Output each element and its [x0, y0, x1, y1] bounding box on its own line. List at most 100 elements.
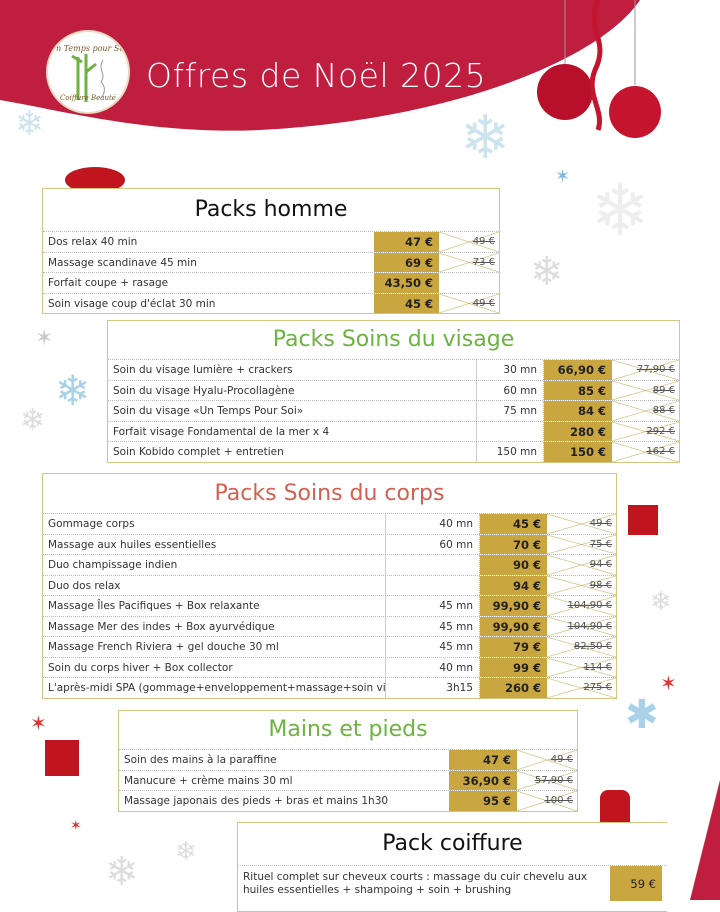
offer-price: 260 €	[480, 678, 547, 698]
service-description: Rituel complet sur cheveux courts : mass…	[243, 871, 588, 896]
section-title: Mains et pieds	[268, 717, 428, 742]
service-description: Massage French Riviera + gel douche 30 m…	[43, 637, 386, 657]
original-price-crossed: 49 €	[547, 514, 616, 534]
pack-coiffure-section: Pack coiffure Rituel complet sur cheveux …	[237, 822, 667, 912]
logo-subtext: Coiffure Beauté	[60, 94, 116, 102]
price-row: Massage Mer des indes + Box ayurvédique 4…	[43, 615, 616, 636]
mains-et-pieds-section: Mains et pieds Soin des mains à la paraff…	[118, 710, 578, 812]
svg-text:❄: ❄	[15, 104, 44, 144]
service-description: Forfait visage Fondamental de la mer x 4	[108, 421, 477, 441]
price-row: Rituel complet sur cheveux courts : mass…	[238, 865, 667, 901]
service-description: Soin des mains à la paraffine	[124, 754, 277, 766]
red-header-shape	[0, 0, 640, 131]
price-row: Soin visage coup d'éclat 30 min 45 €49 €	[43, 292, 499, 313]
offer-price: 95 €	[449, 791, 517, 811]
duration: 60 mn	[477, 380, 544, 400]
svg-text:❄: ❄	[55, 366, 90, 415]
offer-price: 47 €	[374, 232, 439, 252]
svg-text:❄: ❄	[650, 587, 672, 617]
duration: 45 mn	[386, 596, 480, 616]
snowflake-icon: ❄ ❄ ❄ ❄ ❄ ❄ ✱ ❄ ❄ ❄	[15, 103, 672, 895]
original-price-crossed: 49 €	[439, 293, 499, 313]
original-price-crossed: 49 €	[439, 232, 499, 252]
star-icon: ✶ ✶ ✶ ✶ ✶	[30, 166, 677, 834]
price-row: Soin Kobido complet + entretien 150 mn 150…	[108, 441, 679, 462]
offer-price: 99,90 €	[480, 596, 547, 616]
offer-price: 43,50 €	[374, 273, 439, 293]
price-row: Massage japonais des pieds + bras et mai…	[119, 790, 577, 811]
price-row: Massage aux huiles essentielles 60 mn 70 €…	[43, 533, 616, 554]
offer-price: 70 €	[480, 534, 547, 554]
svg-text:❄: ❄	[175, 837, 197, 867]
page-title: Offres de Noël 2025	[146, 56, 487, 95]
packs-homme-section: Packs homme Dos relax 40 min 47 €49 € Massa…	[42, 188, 500, 314]
original-price-crossed: 98 €	[547, 575, 616, 595]
duration	[386, 575, 480, 595]
offer-price: 280 €	[544, 421, 612, 441]
original-price-crossed: 89 €	[612, 380, 679, 400]
price-row: Dos relax 40 min 47 €49 €	[43, 231, 499, 252]
packs-soins-visage-section: Packs Soins du visage Soin du visage lumi…	[107, 320, 680, 463]
service-description: Manucure + crème mains 30 ml	[124, 774, 293, 787]
price-row: Duo champissage indien 90 €94 €	[43, 554, 616, 575]
section-title: Packs Soins du visage	[272, 327, 515, 352]
svg-text:✶: ✶	[30, 711, 47, 735]
duration: 30 mn	[477, 360, 544, 380]
service-description: Massage japonais des pieds + bras et mai…	[124, 795, 389, 807]
offer-price: 45 €	[374, 293, 439, 313]
logo-text: Un Temps pour Soi	[49, 44, 127, 53]
price-row: Massage Îles Pacifiques + Box relaxante 4…	[43, 595, 616, 616]
svg-text:✶: ✶	[660, 671, 677, 695]
price-row: Duo dos relax 94 €98 €	[43, 574, 616, 595]
offer-price: 79 €	[480, 637, 547, 657]
duration	[386, 555, 480, 575]
duration: 40 mn	[386, 657, 480, 677]
price-row: Soin du visage lumière + crackers 30 mn 66…	[108, 359, 679, 380]
bamboo-icon	[71, 54, 105, 102]
offer-price: 84 €	[544, 401, 612, 421]
service-description: Massage Îles Pacifiques + Box relaxante	[43, 596, 386, 616]
offer-price: 94 €	[480, 575, 547, 595]
ornament-icon	[537, 0, 661, 138]
price-row: Soin du corps hiver + Box collector 40 mn…	[43, 656, 616, 677]
service-description: Soin du corps hiver + Box collector	[43, 657, 386, 677]
svg-text:❄: ❄	[460, 103, 510, 173]
service-description: L'après-midi SPA (gommage+enveloppement+…	[43, 678, 386, 698]
price-row: Gommage corps 40 mn 45 €49 €	[43, 513, 616, 534]
service-description: Massage scandinave 45 min	[48, 256, 197, 269]
offer-price: 45 €	[480, 514, 547, 534]
price-row: Manucure + crème mains 30 ml 36,90 €57,90…	[119, 769, 577, 790]
service-description: Duo champissage indien	[43, 555, 386, 575]
price-row: Soin du visage Hyalu-Procollagène 60 mn 85…	[108, 379, 679, 400]
original-price-crossed: 57,90 €	[517, 770, 577, 790]
price-row: Forfait visage Fondamental de la mer x 4…	[108, 420, 679, 441]
duration: 3h15	[386, 678, 480, 698]
svg-text:❄: ❄	[590, 168, 650, 252]
svg-text:✶: ✶	[70, 818, 82, 834]
duration	[477, 421, 544, 441]
original-price-crossed: 49 €	[517, 750, 577, 770]
red-corner-shape	[690, 780, 720, 900]
original-price-crossed: 94 €	[547, 555, 616, 575]
original-price-crossed: 73 €	[439, 252, 499, 272]
original-price-crossed: 104,90 €	[547, 596, 616, 616]
price-row: Forfait coupe + rasage 43,50 €	[43, 272, 499, 293]
offer-price: 69 €	[374, 252, 439, 272]
service-description: Forfait coupe + rasage	[48, 277, 169, 289]
service-description: Soin visage coup d'éclat 30 min	[48, 297, 216, 310]
original-price-crossed: 275 €	[547, 678, 616, 698]
price-row: L'après-midi SPA (gommage+enveloppement+…	[43, 677, 616, 698]
svg-text:❄: ❄	[105, 849, 139, 895]
salon-logo: Un Temps pour Soi Coiffure Beauté	[46, 30, 130, 114]
offer-price: 150 €	[544, 442, 612, 462]
original-price-crossed: 82,50 €	[547, 637, 616, 657]
duration: 40 mn	[386, 514, 480, 534]
packs-soins-corps-section: Packs Soins du corps Gommage corps 40 mn 45…	[42, 473, 617, 699]
original-price-crossed	[439, 273, 499, 293]
price-row: Soin du visage «Un Temps Pour Soi» 75 mn 8…	[108, 400, 679, 421]
svg-text:✶: ✶	[555, 166, 570, 187]
svg-text:✱: ✱	[625, 692, 659, 738]
duration: 150 mn	[477, 442, 544, 462]
offer-price: 59 €	[610, 866, 662, 901]
